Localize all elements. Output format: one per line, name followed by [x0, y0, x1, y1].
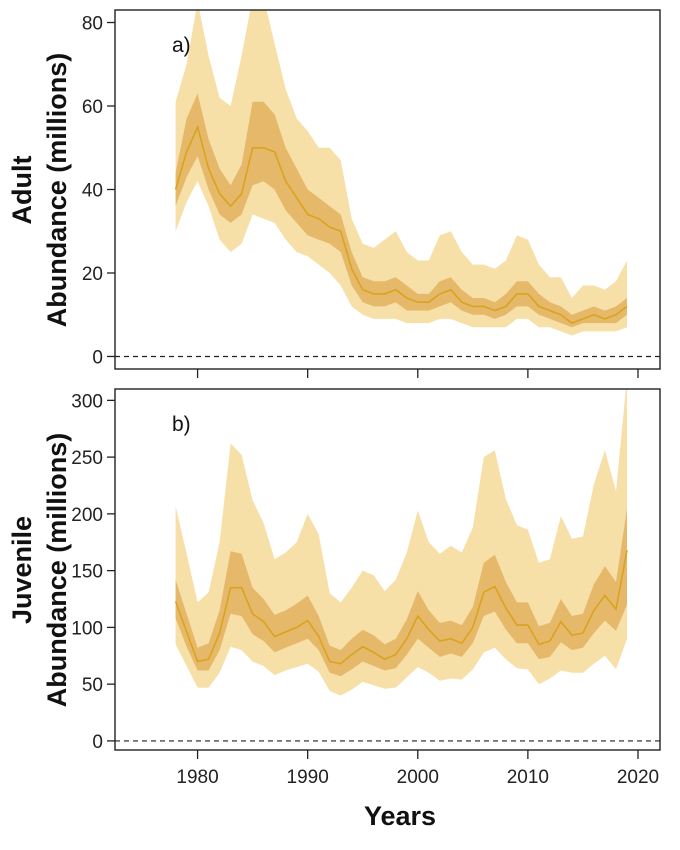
x-axis-title: Years	[364, 801, 436, 831]
y-axis-title-line1: Juvenile	[7, 516, 37, 624]
x-tick-label: 2000	[397, 767, 439, 788]
x-tick-label: 1990	[287, 767, 329, 788]
plot-frame	[114, 388, 661, 751]
y-tick-label: 60	[82, 97, 103, 118]
y-axis-title-line2: Abundance (millions)	[42, 53, 72, 328]
y-axis-title-line2: Abundance (millions)	[42, 433, 72, 708]
x-axis-ticks	[196, 369, 639, 378]
y-axis-ticks: 0 20 40 60 80	[82, 14, 115, 368]
y-tick-label: 80	[82, 14, 103, 35]
y-tick-label: 150	[71, 562, 103, 583]
y-tick-label: 40	[82, 181, 103, 202]
x-tick-label: 2010	[507, 767, 549, 788]
y-tick-label: 100	[71, 618, 103, 639]
y-tick-label: 0	[92, 347, 103, 368]
x-axis-ticks: 1980 1990 2000 2010 2020	[176, 750, 659, 788]
x-tick-label: 1980	[176, 767, 218, 788]
y-tick-label: 250	[71, 448, 103, 469]
x-tick-label: 2020	[617, 767, 659, 788]
outer-interval-band	[175, 10, 627, 336]
y-tick-label: 300	[71, 391, 103, 412]
y-axis-title-line1: Adult	[7, 156, 37, 225]
panel-adult: 0 20 40 60 80 a) Adult Abundance (millions)	[7, 9, 661, 378]
median-line	[174, 124, 628, 325]
y-tick-label: 20	[82, 264, 103, 285]
y-tick-label: 50	[82, 675, 103, 696]
y-axis-ticks: 0 50 100 150 200 250 300	[71, 391, 115, 753]
median-line	[174, 550, 628, 665]
inner-interval-band	[175, 508, 627, 677]
y-tick-label: 200	[71, 505, 103, 526]
y-tick-label: 0	[92, 732, 103, 753]
panel-label: b)	[172, 413, 191, 436]
panel-label: a)	[172, 34, 191, 57]
